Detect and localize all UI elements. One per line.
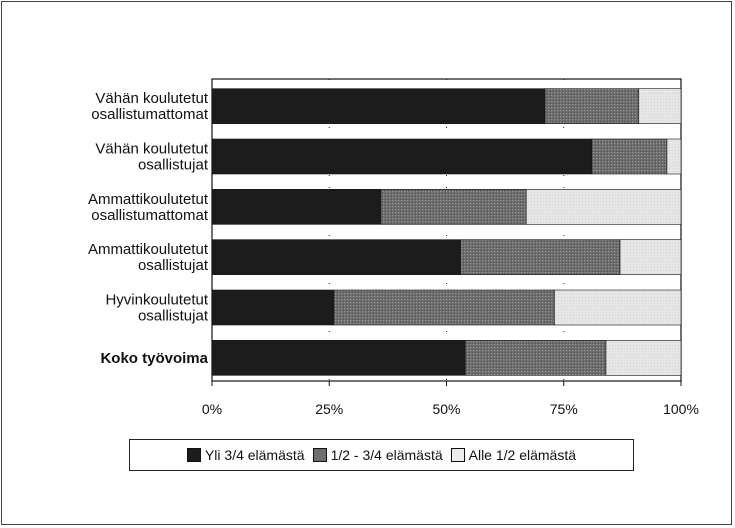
bar-segment (638, 88, 682, 124)
bar-segment (554, 289, 682, 326)
plot-area (211, 78, 682, 382)
x-tick-label: 75% (550, 401, 578, 417)
bar-segment (460, 239, 621, 275)
category-label: Hyvinkoulutetut (105, 292, 208, 309)
legend-swatch-alle (450, 448, 465, 462)
bar-segment (666, 138, 682, 175)
category-label: osallistujat (138, 257, 209, 274)
bar-segment (211, 340, 466, 376)
bar-segment (211, 189, 382, 225)
category-label: Koko työvoima (100, 350, 208, 367)
legend-item-alle: Alle 1/2 elämästä (450, 447, 577, 463)
legend-label-alle: Alle 1/2 elämästä (468, 447, 577, 463)
legend-swatch-puoli (312, 448, 327, 462)
category-label: Ammattikoulutetut (88, 241, 209, 258)
x-tick-label: 0% (202, 401, 222, 417)
bar-segment (380, 189, 527, 225)
legend-item-puoli: 1/2 - 3/4 elämästä (312, 447, 443, 463)
bar-segment (333, 289, 555, 326)
bar-segment (591, 138, 668, 175)
legend-swatch-yli (186, 448, 201, 462)
legend-item-yli: Yli 3/4 elämästä (186, 447, 305, 463)
category-label: Vähän koulutetut (95, 141, 208, 158)
x-tick-label: 50% (432, 401, 460, 417)
category-label: Vähän koulutetut (95, 90, 208, 107)
x-tick-label: 100% (663, 401, 699, 417)
category-label: osallistumattomat (91, 207, 209, 224)
category-label: osallistujat (138, 308, 209, 325)
category-label: Ammattikoulutetut (88, 191, 209, 208)
category-label: osallistujat (138, 157, 209, 174)
legend-label-yli: Yli 3/4 elämästä (204, 447, 305, 463)
legend: Yli 3/4 elämästä 1/2 - 3/4 elämästä Alle… (129, 439, 634, 471)
bar-segment (605, 340, 682, 376)
x-tick-label: 25% (315, 401, 343, 417)
category-label: osallistumattomat (91, 106, 209, 123)
bar-segment (464, 340, 607, 376)
bar-segment (211, 88, 546, 124)
bar-segment (211, 289, 335, 326)
bar-segment (544, 88, 640, 124)
bar-segment (525, 189, 682, 225)
bar-segment (211, 138, 593, 175)
bar-segment (619, 239, 682, 275)
bar-segment (211, 239, 461, 275)
legend-label-puoli: 1/2 - 3/4 elämästä (330, 447, 443, 463)
